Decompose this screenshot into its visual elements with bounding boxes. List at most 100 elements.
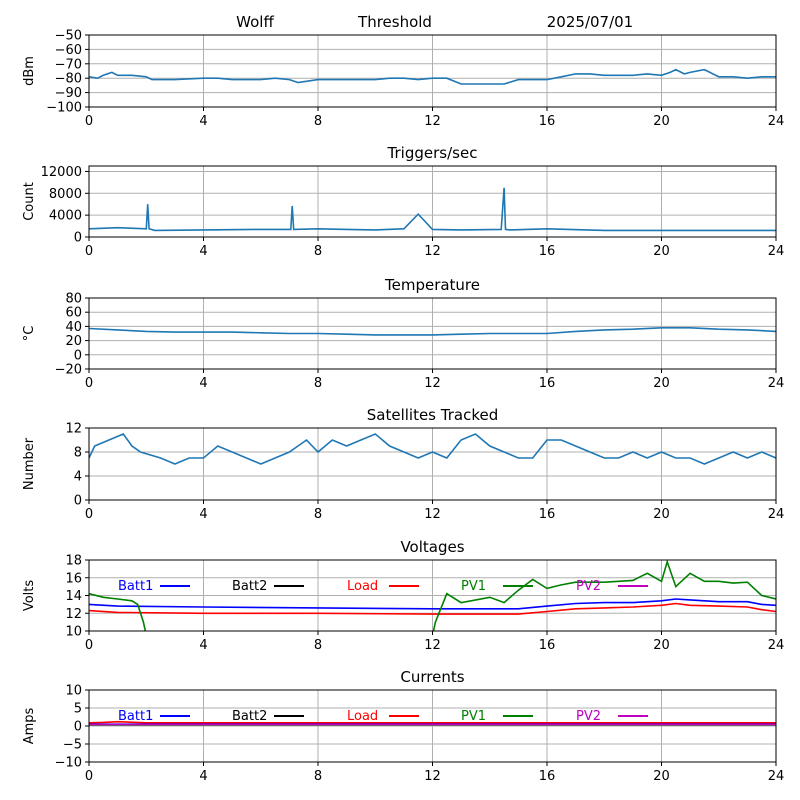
legend-label-load: Load [347, 709, 378, 724]
y-tick-label: −80 [55, 72, 82, 87]
legend-label-pv1: PV1 [461, 709, 486, 724]
x-tick-label: 4 [199, 769, 207, 784]
y-tick-label: 14 [65, 589, 82, 604]
y-tick-label: −10 [55, 756, 82, 771]
y-axis-label: Count [22, 182, 37, 221]
chart-title: Triggers/sec [387, 144, 478, 162]
y-tick-label: 5 [74, 702, 82, 717]
plot-frame [88, 689, 777, 763]
x-tick-label: 0 [85, 244, 93, 259]
currents-panel: 0 4 8 12 16 20 24 −10 −5 0 5 10 Currents Amps Batt1 Bat… [22, 668, 784, 784]
y-tick-label: 10 [65, 684, 82, 699]
legend-label-batt2: Batt2 [232, 709, 267, 724]
x-tick-label: 24 [768, 376, 785, 391]
x-tick-label: 8 [314, 376, 322, 391]
triggers-panel: 0 4 8 12 16 20 24 0 4000 8000 12000 Triggers/sec Cou… [22, 144, 784, 259]
x-tick-label: 16 [539, 769, 556, 784]
x-tick-label: 20 [653, 638, 670, 653]
legend-label-pv2: PV2 [576, 709, 601, 724]
y-tick-label: 12000 [41, 165, 82, 180]
x-tick-label: 0 [85, 507, 93, 522]
voltages-series-pv1 [89, 592, 147, 631]
x-tick-label: 12 [424, 244, 441, 259]
y-tick-label: 18 [65, 554, 82, 569]
plot-frame [88, 34, 777, 108]
x-tick-label: 24 [768, 244, 785, 259]
y-axis-label: Amps [22, 707, 37, 744]
y-tick-label: 8000 [49, 187, 82, 202]
voltages-panel: 0 4 8 12 16 20 24 10 12 14 16 18 Voltages Volts Batt1 B… [22, 538, 784, 653]
plot-frame [88, 165, 777, 238]
y-tick-label: 20 [65, 334, 82, 349]
y-tick-label: 12 [65, 607, 82, 622]
chart-title: Satellites Tracked [367, 406, 498, 424]
triggers-series-line [89, 187, 776, 232]
y-tick-label: 8 [74, 446, 82, 461]
voltages-series-load [89, 602, 776, 615]
x-tick-label: 0 [85, 769, 93, 784]
header-date: 2025/07/01 [547, 13, 633, 31]
x-tick-label: 16 [539, 638, 556, 653]
x-tick-label: 16 [539, 244, 556, 259]
voltages-series-pv1 [432, 560, 776, 631]
x-tick-label: 8 [314, 769, 322, 784]
threshold-series-line [89, 68, 776, 85]
x-tick-label: 12 [424, 507, 441, 522]
x-tick-label: 12 [424, 769, 441, 784]
y-tick-label: 12 [65, 422, 82, 437]
currents-series-load [89, 720, 776, 724]
x-tick-label: 20 [653, 376, 670, 391]
legend-label-pv2: PV2 [576, 579, 601, 594]
y-tick-label: −50 [55, 29, 82, 44]
x-tick-label: 0 [85, 114, 93, 129]
y-tick-label: −100 [46, 101, 82, 116]
voltages-series-batt1 [89, 598, 776, 610]
y-axis-label: Volts [22, 580, 37, 612]
y-tick-label: 80 [65, 292, 82, 307]
x-tick-label: 24 [768, 638, 785, 653]
chart-title: Voltages [400, 538, 464, 556]
plot-frame [88, 427, 777, 501]
x-tick-label: 8 [314, 244, 322, 259]
chart-title: Currents [400, 668, 464, 686]
legend-label-batt1: Batt1 [118, 579, 153, 594]
x-tick-label: 8 [314, 507, 322, 522]
satellites-series-line [89, 433, 776, 465]
x-tick-label: 4 [199, 114, 207, 129]
x-tick-label: 8 [314, 638, 322, 653]
y-tick-label: 0 [74, 348, 82, 363]
legend-label-pv1: PV1 [461, 579, 486, 594]
satellites-panel: 0 4 8 12 16 20 24 0 4 8 12 Satellites Tracked Number [22, 406, 784, 522]
chart-title: Temperature [384, 276, 480, 294]
y-axis-label: dBm [22, 56, 37, 86]
x-tick-label: 4 [199, 244, 207, 259]
header-station: Wolff [236, 13, 274, 31]
x-tick-label: 0 [85, 638, 93, 653]
x-tick-label: 4 [199, 638, 207, 653]
x-tick-label: 20 [653, 114, 670, 129]
x-tick-label: 20 [653, 769, 670, 784]
x-tick-label: 4 [199, 376, 207, 391]
y-tick-label: 10 [65, 625, 82, 640]
x-tick-label: 24 [768, 114, 785, 129]
legend-label-batt1: Batt1 [118, 709, 153, 724]
legend-label-load: Load [347, 579, 378, 594]
plot-frame [88, 559, 777, 632]
y-axis-label: °C [22, 326, 37, 342]
y-tick-label: −5 [63, 738, 82, 753]
x-tick-label: 0 [85, 376, 93, 391]
x-tick-label: 8 [314, 114, 322, 129]
y-tick-label: −90 [55, 86, 82, 101]
y-tick-label: 4 [74, 470, 82, 485]
y-tick-label: 16 [65, 571, 82, 586]
y-tick-label: −20 [55, 363, 82, 378]
threshold-panel: 0 4 8 12 16 20 24 −100−90−80−70−60−50 dBm [22, 29, 784, 130]
x-tick-label: 24 [768, 769, 785, 784]
x-tick-label: 20 [653, 244, 670, 259]
y-tick-label: 60 [65, 306, 82, 321]
temperature-series-line [89, 326, 776, 336]
x-tick-label: 12 [424, 376, 441, 391]
x-tick-label: 16 [539, 114, 556, 129]
x-tick-label: 20 [653, 507, 670, 522]
